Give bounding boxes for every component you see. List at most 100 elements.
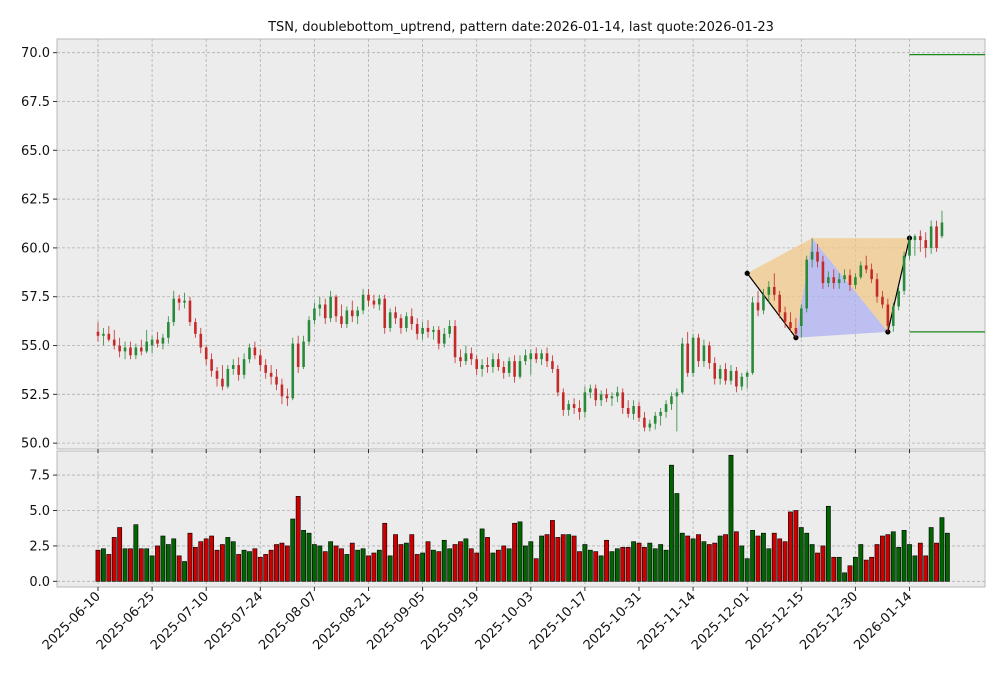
candle-body [226,368,230,387]
candle-body [653,415,657,424]
candle-body [621,392,625,408]
candle-body [323,304,327,319]
volume-bar [890,531,896,582]
candle-body [572,404,576,408]
volume-bar [382,522,388,582]
candle-body [518,361,522,377]
volume-tick-label: 7.5 [29,469,50,484]
candle-body [302,341,305,367]
volume-bar [295,496,301,582]
candle-body [924,240,928,248]
volume-bar [339,548,344,582]
candle-body [480,365,484,369]
candle-body [340,316,343,325]
candle-body [112,339,116,346]
volume-bar [468,548,474,582]
volume-bar [528,541,534,582]
volume-bar [349,542,355,582]
volume-bar [544,534,550,582]
candle-body [161,337,165,344]
candle-body [919,236,922,241]
volume-bar [755,535,761,582]
candle-body [875,279,879,297]
volume-bar [923,555,929,582]
candle-body [486,365,489,367]
candle-body [464,353,468,362]
candle-body [670,396,673,405]
candle-body [745,372,749,377]
volume-tick-label: 5.0 [29,504,50,519]
candle-body [908,240,911,256]
volume-bar [203,538,209,582]
volume-bar [533,558,539,582]
volume-bar [165,544,171,582]
volume-bar [160,535,166,582]
volume-bar [852,556,858,582]
volume-bar [571,535,577,582]
candle-body [318,304,322,309]
volume-bar [236,554,242,582]
volume-bar [257,556,263,582]
volume-bar [366,555,371,582]
price-tick-label: 62.5 [21,193,50,208]
candle-body [378,298,381,305]
candle-body [767,286,771,295]
volume-bar [771,532,777,582]
candle-body [659,411,662,416]
candle-body [540,353,543,360]
volume-bar [815,552,820,582]
volume-bar [209,535,215,582]
candle-body [275,376,278,385]
candle-body [459,357,462,362]
volume-bar [739,545,745,582]
candle-body [626,408,630,414]
volume-axis: 0.0 2.5 5.0 7.5 [29,469,57,590]
price-tick-label: 65.0 [21,144,50,159]
volume-bar [577,551,582,582]
pattern-triangle-right [812,238,910,332]
candle-body [177,298,181,303]
volume-bar [804,532,810,582]
candle-body [680,343,684,393]
volume-bar [106,554,112,582]
candle-body [350,310,354,317]
candle-body [394,312,397,319]
volume-bar [220,544,225,582]
volume-bar [690,538,696,582]
volume-bar [728,454,734,582]
volume-bar [582,544,588,582]
candle-body [589,388,592,393]
volume-bar [214,549,220,582]
volume-bar [901,530,907,582]
candle-body [432,329,435,332]
candle-body [664,404,668,412]
candle-body [886,304,890,326]
volume-bar [636,542,642,582]
volume-bar [744,558,750,582]
candle-body [410,316,414,325]
candle-body [702,345,706,362]
volume-bars [95,454,950,582]
candle-body [497,359,500,367]
volume-bar [133,524,139,582]
zigzag-point [744,270,750,276]
candle-body [237,365,240,375]
volume-bar [685,535,691,582]
candle-body [118,345,121,352]
candle-body [221,378,224,387]
volume-bar [614,548,620,582]
candle-body [789,322,792,328]
candle-body [123,347,127,352]
volume-bar [517,521,523,582]
volume-bar [761,532,766,582]
volume-bar [793,510,799,582]
candle-body [534,353,538,360]
volume-bar [274,544,279,582]
volume-bar [398,544,404,582]
volume-bar [263,554,269,582]
volume-bar [944,532,950,582]
candle-body [881,296,884,305]
volume-bar [587,549,593,582]
volume-bar [458,541,463,582]
